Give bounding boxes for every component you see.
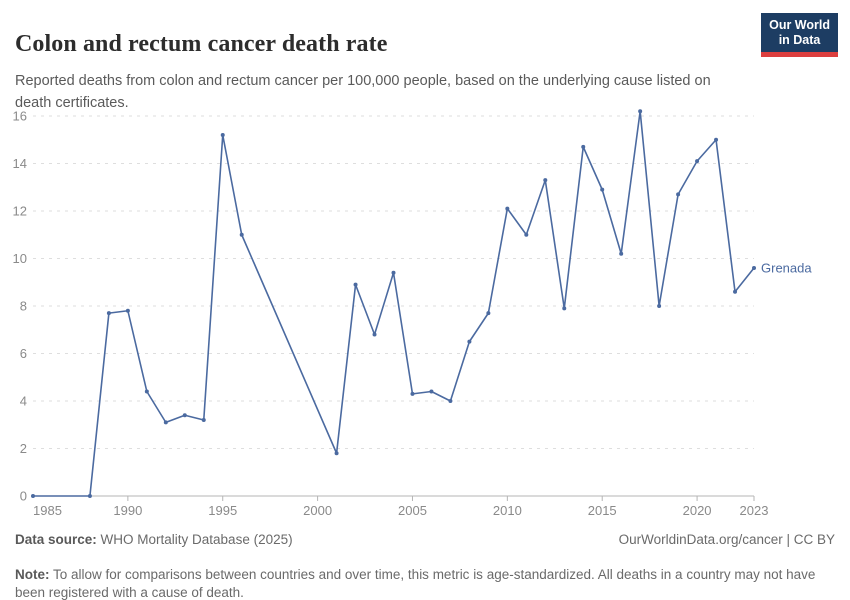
- data-point-2022[interactable]: [733, 289, 738, 294]
- data-source-value: WHO Mortality Database (2025): [96, 532, 293, 547]
- x-tick-label-2020: 2020: [683, 503, 712, 518]
- y-tick-label-4: 4: [20, 394, 27, 409]
- y-tick-label-8: 8: [20, 299, 27, 314]
- data-point-2010[interactable]: [505, 206, 510, 211]
- data-point-2001[interactable]: [334, 451, 339, 456]
- y-tick-label-0: 0: [20, 489, 27, 504]
- y-tick-label-14: 14: [13, 156, 27, 171]
- data-point-2014[interactable]: [581, 144, 586, 149]
- footer-note: Note: To allow for comparisons between c…: [15, 566, 837, 600]
- data-point-2006[interactable]: [429, 389, 434, 394]
- x-tick-label-2023: 2023: [740, 503, 769, 518]
- owid-logo[interactable]: Our World in Data: [761, 13, 838, 57]
- data-point-1995[interactable]: [220, 133, 225, 137]
- data-point-2011[interactable]: [524, 232, 529, 237]
- y-tick-label-10: 10: [13, 251, 27, 266]
- data-point-1994[interactable]: [201, 418, 206, 422]
- data-point-1989[interactable]: [106, 311, 111, 316]
- owid-logo-line1: Our World: [769, 18, 830, 32]
- data-line-grenada[interactable]: [32, 110, 755, 497]
- data-point-2013[interactable]: [562, 306, 567, 311]
- data-source: Data source: WHO Mortality Database (202…: [15, 531, 293, 548]
- data-point-2002[interactable]: [353, 282, 358, 287]
- x-tick-label-2005: 2005: [398, 503, 427, 518]
- data-point-2012[interactable]: [543, 178, 548, 183]
- owid-logo-line2: in Data: [778, 33, 821, 47]
- data-point-2015[interactable]: [600, 187, 605, 192]
- data-point-2021[interactable]: [714, 137, 719, 142]
- x-tick-label-2015: 2015: [588, 503, 617, 518]
- x-tick-label-2000: 2000: [303, 503, 332, 518]
- data-point-2003[interactable]: [372, 332, 377, 337]
- x-tick-label-1990: 1990: [113, 503, 142, 518]
- page-title: Colon and rectum cancer death rate: [15, 31, 388, 58]
- note-label: Note:: [15, 566, 50, 582]
- chart-subtitle: Reported deaths from colon and rectum ca…: [15, 72, 711, 111]
- x-tick-label-1995: 1995: [208, 503, 237, 518]
- data-point-1992[interactable]: [163, 420, 168, 425]
- data-point-2017[interactable]: [638, 109, 643, 114]
- note-text: To allow for comparisons between countri…: [15, 566, 816, 600]
- data-point-2008[interactable]: [467, 339, 472, 344]
- data-point-2020[interactable]: [695, 159, 700, 164]
- data-point-2004[interactable]: [391, 270, 396, 275]
- y-tick-label-12: 12: [13, 204, 27, 219]
- x-tick-label-2010: 2010: [493, 503, 522, 518]
- series-label-grenada: Grenada: [761, 261, 812, 276]
- y-tick-label-16: 16: [13, 109, 27, 124]
- x-tick-label-1985: 1985: [33, 503, 62, 518]
- y-tick-label-2: 2: [20, 441, 27, 456]
- data-point-2009[interactable]: [486, 311, 491, 316]
- data-point-1993[interactable]: [182, 413, 187, 418]
- data-point-2023[interactable]: [752, 266, 756, 270]
- license-link[interactable]: OurWorldinData.org/cancer | CC BY: [618, 532, 835, 547]
- y-tick-label-6: 6: [20, 346, 27, 361]
- data-source-label: Data source:: [15, 532, 97, 547]
- data-point-1985[interactable]: [31, 494, 35, 498]
- data-point-2018[interactable]: [657, 304, 662, 308]
- data-point-2019[interactable]: [676, 192, 681, 197]
- data-point-1988[interactable]: [87, 494, 92, 498]
- data-point-2005[interactable]: [410, 391, 415, 396]
- data-point-2016[interactable]: [619, 251, 624, 256]
- data-point-1996[interactable]: [239, 232, 244, 237]
- data-point-1991[interactable]: [144, 389, 149, 394]
- data-point-1990[interactable]: [125, 308, 130, 313]
- data-point-2007[interactable]: [448, 399, 453, 403]
- footer-source-row: Data source: WHO Mortality Database (202…: [15, 531, 835, 548]
